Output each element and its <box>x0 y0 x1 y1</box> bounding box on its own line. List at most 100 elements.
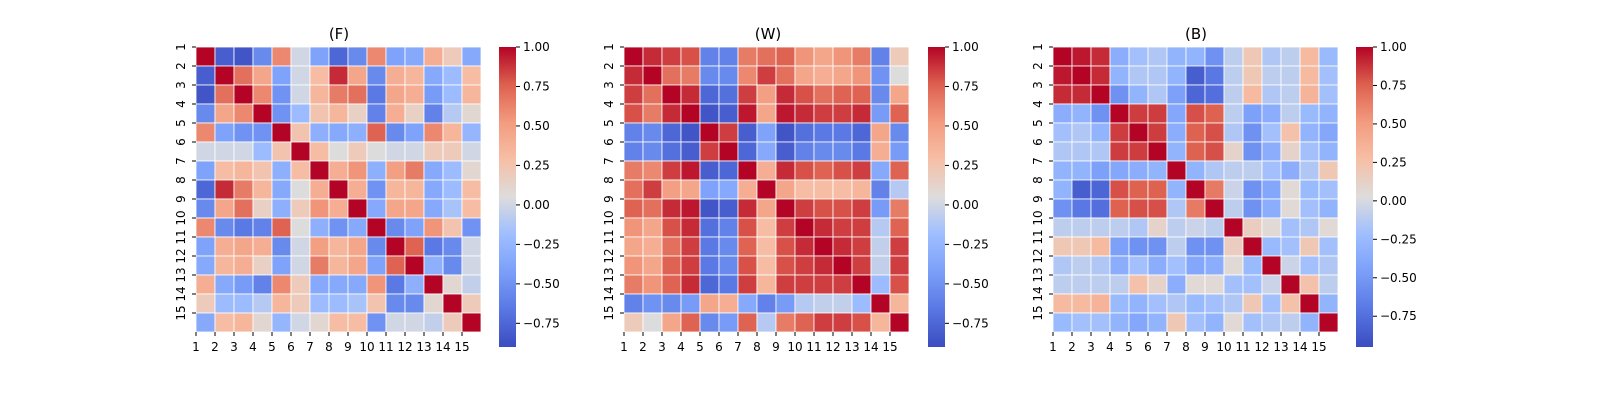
heatmap-cell <box>1280 103 1301 124</box>
heatmap-cell <box>214 84 235 105</box>
heatmap-cell <box>775 46 796 67</box>
heatmap-cell <box>195 122 216 143</box>
heatmap-cell <box>461 122 482 143</box>
heatmap-cell <box>775 274 796 295</box>
heatmap-cell <box>404 236 425 257</box>
heatmap-cell <box>699 103 720 124</box>
heatmap-cell <box>309 255 330 276</box>
heatmap-cell <box>1242 236 1263 257</box>
heatmap-cell <box>1128 65 1149 86</box>
heatmap-cell <box>851 312 872 333</box>
x-tick-label: 14 <box>1292 340 1307 354</box>
y-tick-label: 6 <box>602 138 616 146</box>
heatmap-cell <box>309 141 330 162</box>
heatmap-cell <box>680 122 701 143</box>
heatmap-cell <box>252 255 273 276</box>
heatmap-cell <box>214 312 235 333</box>
heatmap-cell <box>870 274 891 295</box>
heatmap-cell <box>442 84 463 105</box>
heatmap-cell <box>214 46 235 67</box>
heatmap-cell <box>1166 274 1187 295</box>
heatmap-cell <box>1071 84 1092 105</box>
heatmap-cell <box>1128 46 1149 67</box>
heatmap-cell <box>1261 255 1282 276</box>
heatmap-cell <box>347 293 368 314</box>
heatmap-cell <box>1242 255 1263 276</box>
colorbar: 1.00 0.75 0.50 0.25 0.00 −0.25 −0.50 −0.75 <box>928 40 989 347</box>
heatmap-cell <box>404 312 425 333</box>
heatmap-cell <box>461 312 482 333</box>
heatmap-cell <box>1242 84 1263 105</box>
heatmap-cell <box>385 217 406 238</box>
heatmap-cell <box>1185 103 1206 124</box>
heatmap-cell <box>1318 65 1339 86</box>
heatmap-cell <box>642 46 663 67</box>
heatmap-cell <box>1223 293 1244 314</box>
heatmap-cell <box>423 312 444 333</box>
heatmap-cell <box>642 217 663 238</box>
x-tick-label: 12 <box>825 340 840 354</box>
heatmap-cell <box>271 274 292 295</box>
heatmap-cell <box>1109 46 1130 67</box>
heatmap-cell <box>404 122 425 143</box>
heatmap-cell <box>1090 179 1111 200</box>
heatmap-cell <box>851 274 872 295</box>
colorbar-ticks: 1.00 0.75 0.50 0.25 0.00 −0.25 −0.50 −0.75 <box>1373 40 1417 323</box>
heatmap-cell <box>423 46 444 67</box>
heatmap-cell <box>271 293 292 314</box>
y-tick-label: 15 <box>1031 305 1045 320</box>
heatmap-cell <box>718 198 739 219</box>
heatmap-cell <box>680 46 701 67</box>
heatmap-cell <box>1261 236 1282 257</box>
heatmap-cell <box>1185 179 1206 200</box>
heatmap-cell <box>1128 293 1149 314</box>
heatmap-cell <box>718 179 739 200</box>
x-tick-label: 15 <box>454 340 469 354</box>
heatmap-cell <box>1299 217 1320 238</box>
heatmap-cell <box>1128 217 1149 238</box>
heatmap-cell <box>347 236 368 257</box>
heatmap-cell <box>1128 160 1149 181</box>
heatmap-cell <box>1318 198 1339 219</box>
heatmap-cell <box>1280 293 1301 314</box>
heatmap-cell <box>271 179 292 200</box>
heatmap-cell <box>1223 141 1244 162</box>
heatmap-cell <box>290 236 311 257</box>
y-tick-label: 2 <box>174 62 188 70</box>
heatmap-cell <box>1299 293 1320 314</box>
heatmap-cell <box>756 65 777 86</box>
colorbar-tick-label: 0.25 <box>1380 155 1407 169</box>
colorbar-tick-label: −0.50 <box>952 277 989 291</box>
heatmap-cell <box>1109 103 1130 124</box>
heatmap-cell <box>813 293 834 314</box>
x-tick-label: 14 <box>435 340 450 354</box>
heatmap-cell <box>366 312 387 333</box>
heatmap-cell <box>1090 84 1111 105</box>
heatmap-cell <box>851 217 872 238</box>
heatmap-cell <box>1223 179 1244 200</box>
heatmap-cell <box>661 293 682 314</box>
y-tick-label: 9 <box>1031 195 1045 203</box>
heatmap-cell <box>423 65 444 86</box>
y-tick-label: 3 <box>174 81 188 89</box>
heatmap-cell <box>1166 84 1187 105</box>
heatmap-cell <box>1185 236 1206 257</box>
heatmap-cell <box>699 160 720 181</box>
colorbar-tick-label: 1.00 <box>1380 40 1407 54</box>
heatmap-cell <box>1242 274 1263 295</box>
heatmap-cell <box>870 160 891 181</box>
heatmap-cell <box>699 312 720 333</box>
colorbar-tick-label: 0.00 <box>523 198 550 212</box>
heatmap-cell <box>1071 293 1092 314</box>
colorbar-tick-label: −0.50 <box>1380 271 1417 285</box>
heatmap-cell <box>290 141 311 162</box>
heatmap-cell <box>661 65 682 86</box>
heatmap-cell <box>1166 46 1187 67</box>
heatmap-cell <box>794 141 815 162</box>
heatmap-cell <box>775 141 796 162</box>
y-tick-label: 4 <box>1031 100 1045 108</box>
heatmap-cell <box>1280 141 1301 162</box>
heatmap-cell <box>680 312 701 333</box>
heatmap-cell <box>642 160 663 181</box>
heatmap-cell <box>290 255 311 276</box>
